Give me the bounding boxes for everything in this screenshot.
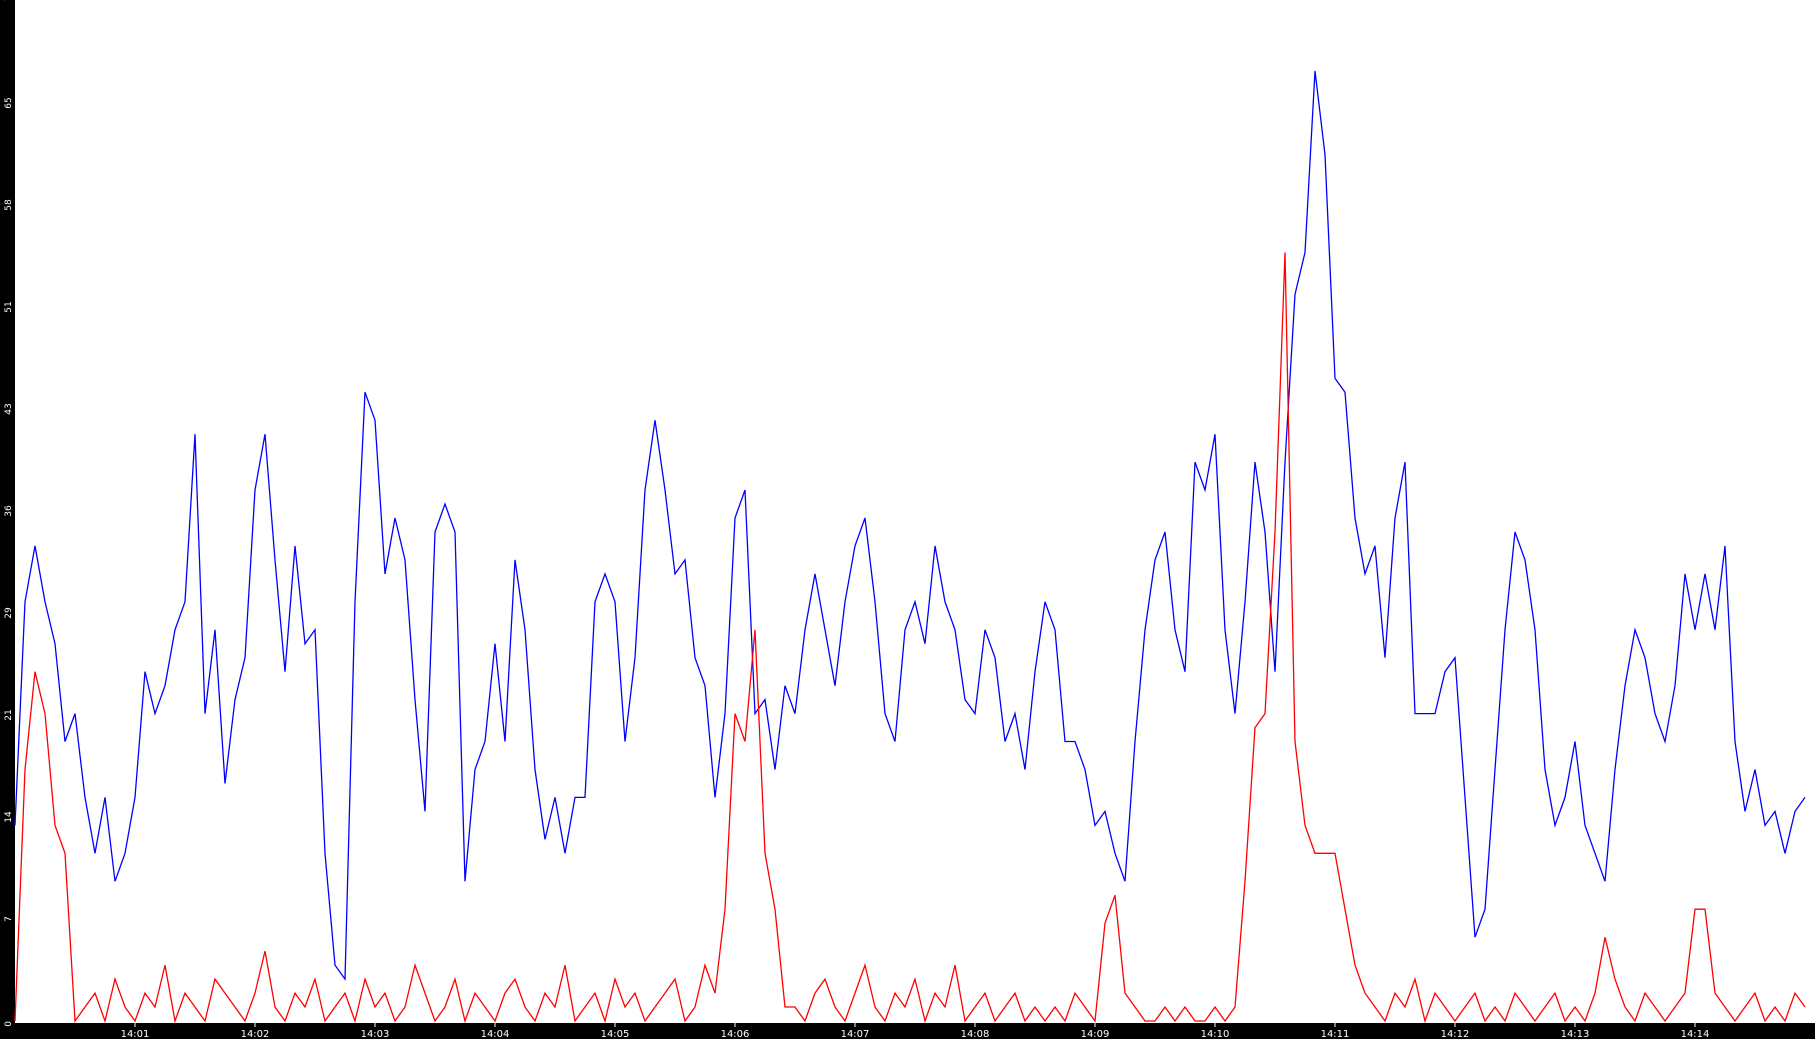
x-tick-label: 14:12 [1441, 1029, 1470, 1039]
y-axis-bar [0, 0, 15, 1039]
series-line-0 [14, 70, 1806, 982]
x-tick-label: 14:08 [961, 1029, 990, 1039]
y-tick-label: 0 [4, 1021, 14, 1027]
x-tick-label: 14:05 [601, 1029, 630, 1039]
x-tick-label: 14:07 [841, 1029, 870, 1039]
y-axis-ticks: 0 7 14 21 29 36 43 51 58 65 73 [4, 0, 14, 1027]
y-tick-label: 7 [4, 916, 14, 922]
x-tick-label: 14:14 [1681, 1029, 1710, 1039]
x-tick-label: 14:06 [721, 1029, 750, 1039]
plot-area [15, 0, 1815, 1023]
x-tick-label: 14:03 [361, 1029, 390, 1039]
x-tick-label: 14:01 [121, 1029, 150, 1039]
y-tick-label: 65 [4, 97, 14, 108]
x-axis-ticks: 14:01 14:02 14:03 14:04 14:05 14:06 14:07 14:08… [121, 1023, 1710, 1039]
x-tick-label: 14:13 [1561, 1029, 1590, 1039]
y-tick-label: 73 [4, 0, 14, 1]
x-tick-label: 14:09 [1081, 1029, 1110, 1039]
y-tick-label: 51 [4, 301, 14, 312]
y-tick-label: 21 [4, 709, 14, 720]
series-layer [14, 70, 1806, 1024]
x-tick-label: 14:10 [1201, 1029, 1230, 1039]
series-line-1 [14, 252, 1806, 1024]
y-tick-label: 43 [4, 403, 14, 414]
y-tick-label: 58 [4, 199, 14, 211]
y-tick-label: 14 [4, 811, 14, 823]
x-tick-label: 14:11 [1321, 1029, 1350, 1039]
y-tick-label: 36 [4, 505, 14, 517]
x-tick-label: 14:02 [241, 1029, 270, 1039]
y-tick-label: 29 [4, 607, 14, 619]
x-axis-bar [0, 1023, 1815, 1039]
x-tick-label: 14:04 [481, 1029, 510, 1039]
